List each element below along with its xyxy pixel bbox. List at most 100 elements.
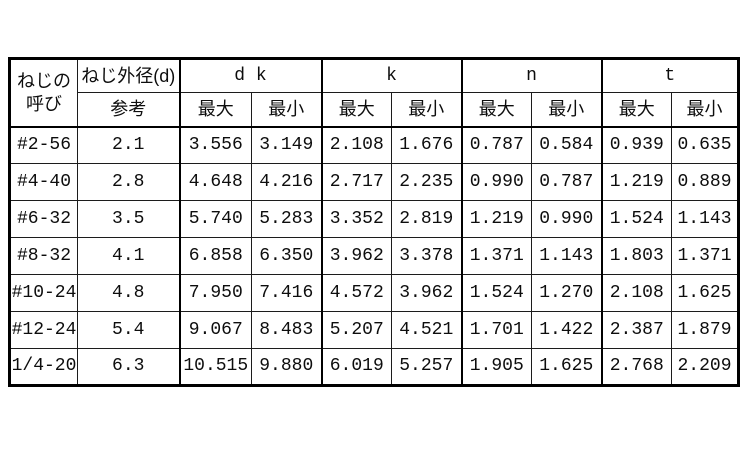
screw-spec-table: ねじの 呼び ねじ外径(d) d k k n t 参考 最大 最小 最大 最小 … <box>8 57 740 387</box>
cell-dk-min: 6.350 <box>251 237 322 275</box>
cell-ref-d: 4.8 <box>77 274 180 312</box>
cell-callout: #2-56 <box>9 126 78 164</box>
cell-n-max: 1.371 <box>460 237 532 275</box>
cell-dk-min: 3.149 <box>251 126 322 164</box>
cell-t-max: 0.939 <box>600 126 672 164</box>
header-group-dk: d k <box>178 58 322 93</box>
table-row: #10-24 4.8 7.950 7.416 4.572 3.962 1.524… <box>9 274 739 312</box>
cell-n-min: 0.990 <box>531 200 602 238</box>
table-body: #2-56 2.1 3.556 3.149 2.108 1.676 0.787 … <box>9 126 739 386</box>
cell-callout: #4-40 <box>9 163 78 201</box>
cell-n-min: 0.787 <box>531 163 602 201</box>
cell-dk-max: 10.515 <box>178 348 252 386</box>
cell-n-min: 1.422 <box>531 311 602 349</box>
cell-t-min: 0.635 <box>671 126 739 164</box>
cell-n-max: 0.787 <box>460 126 532 164</box>
cell-k-max: 2.717 <box>320 163 392 201</box>
table-row: #12-24 5.4 9.067 8.483 5.207 4.521 1.701… <box>9 311 739 349</box>
header-screw-callout-line2: 呼び <box>26 93 62 114</box>
screw-spec-table-container: ねじの 呼び ねじ外径(d) d k k n t 参考 最大 最小 最大 最小 … <box>8 57 740 387</box>
cell-ref-d: 5.4 <box>77 311 180 349</box>
table-header: ねじの 呼び ねじ外径(d) d k k n t 参考 最大 最小 最大 最小 … <box>9 58 739 128</box>
cell-dk-max: 3.556 <box>178 126 252 164</box>
header-n-max: 最大 <box>460 92 532 128</box>
cell-k-min: 1.676 <box>391 126 462 164</box>
header-screw-callout-line1: ねじの <box>17 71 71 92</box>
header-k-min: 最小 <box>391 92 462 128</box>
header-n-min: 最小 <box>531 92 602 128</box>
header-group-k: k <box>320 58 462 93</box>
cell-n-max: 1.219 <box>460 200 532 238</box>
cell-n-max: 0.990 <box>460 163 532 201</box>
cell-k-max: 4.572 <box>320 274 392 312</box>
cell-k-min: 3.378 <box>391 237 462 275</box>
cell-k-max: 6.019 <box>320 348 392 386</box>
cell-n-min: 0.584 <box>531 126 602 164</box>
cell-t-max: 2.387 <box>600 311 672 349</box>
cell-t-min: 0.889 <box>671 163 739 201</box>
cell-t-min: 1.143 <box>671 200 739 238</box>
table-row: #4-40 2.8 4.648 4.216 2.717 2.235 0.990 … <box>9 163 739 201</box>
cell-t-max: 2.108 <box>600 274 672 312</box>
cell-dk-min: 8.483 <box>251 311 322 349</box>
cell-t-min: 1.625 <box>671 274 739 312</box>
cell-n-min: 1.270 <box>531 274 602 312</box>
cell-dk-max: 4.648 <box>178 163 252 201</box>
cell-callout: #6-32 <box>9 200 78 238</box>
cell-n-min: 1.143 <box>531 237 602 275</box>
cell-k-min: 4.521 <box>391 311 462 349</box>
table-row: #6-32 3.5 5.740 5.283 3.352 2.819 1.219 … <box>9 200 739 238</box>
cell-ref-d: 2.1 <box>77 126 180 164</box>
cell-t-max: 1.524 <box>600 200 672 238</box>
header-t-max: 最大 <box>600 92 672 128</box>
table-row: #8-32 4.1 6.858 6.350 3.962 3.378 1.371 … <box>9 237 739 275</box>
cell-n-max: 1.905 <box>460 348 532 386</box>
cell-t-min: 1.879 <box>671 311 739 349</box>
cell-k-max: 2.108 <box>320 126 392 164</box>
cell-ref-d: 6.3 <box>77 348 180 386</box>
cell-dk-min: 9.880 <box>251 348 322 386</box>
header-outer-diameter: ねじ外径(d) <box>77 58 180 93</box>
cell-ref-d: 2.8 <box>77 163 180 201</box>
table-row: 1/4-20 6.3 10.515 9.880 6.019 5.257 1.90… <box>9 348 739 386</box>
cell-callout: #10-24 <box>9 274 78 312</box>
cell-callout: #12-24 <box>9 311 78 349</box>
cell-callout: #8-32 <box>9 237 78 275</box>
cell-t-min: 2.209 <box>671 348 739 386</box>
header-t-min: 最小 <box>671 92 739 128</box>
cell-dk-min: 4.216 <box>251 163 322 201</box>
header-reference: 参考 <box>77 92 180 128</box>
cell-t-max: 1.219 <box>600 163 672 201</box>
cell-dk-max: 6.858 <box>178 237 252 275</box>
cell-dk-max: 7.950 <box>178 274 252 312</box>
header-screw-callout: ねじの 呼び <box>9 58 78 128</box>
header-group-t: t <box>600 58 739 93</box>
cell-dk-min: 5.283 <box>251 200 322 238</box>
cell-k-min: 2.819 <box>391 200 462 238</box>
cell-k-max: 3.352 <box>320 200 392 238</box>
cell-n-max: 1.524 <box>460 274 532 312</box>
cell-k-min: 3.962 <box>391 274 462 312</box>
cell-t-max: 2.768 <box>600 348 672 386</box>
cell-k-min: 2.235 <box>391 163 462 201</box>
cell-dk-max: 5.740 <box>178 200 252 238</box>
header-dk-max: 最大 <box>178 92 252 128</box>
header-dk-min: 最小 <box>251 92 322 128</box>
cell-callout: 1/4-20 <box>9 348 78 386</box>
cell-n-min: 1.625 <box>531 348 602 386</box>
cell-dk-max: 9.067 <box>178 311 252 349</box>
header-k-max: 最大 <box>320 92 392 128</box>
cell-t-min: 1.371 <box>671 237 739 275</box>
header-row-subheads: 参考 最大 最小 最大 最小 最大 最小 最大 最小 <box>10 92 739 128</box>
cell-ref-d: 4.1 <box>77 237 180 275</box>
cell-t-max: 1.803 <box>600 237 672 275</box>
header-row-groups: ねじの 呼び ねじ外径(d) d k k n t <box>9 58 739 128</box>
cell-n-max: 1.701 <box>460 311 532 349</box>
cell-k-max: 3.962 <box>320 237 392 275</box>
header-group-n: n <box>460 58 602 93</box>
table-row: #2-56 2.1 3.556 3.149 2.108 1.676 0.787 … <box>9 126 739 164</box>
cell-dk-min: 7.416 <box>251 274 322 312</box>
cell-k-max: 5.207 <box>320 311 392 349</box>
cell-k-min: 5.257 <box>391 348 462 386</box>
